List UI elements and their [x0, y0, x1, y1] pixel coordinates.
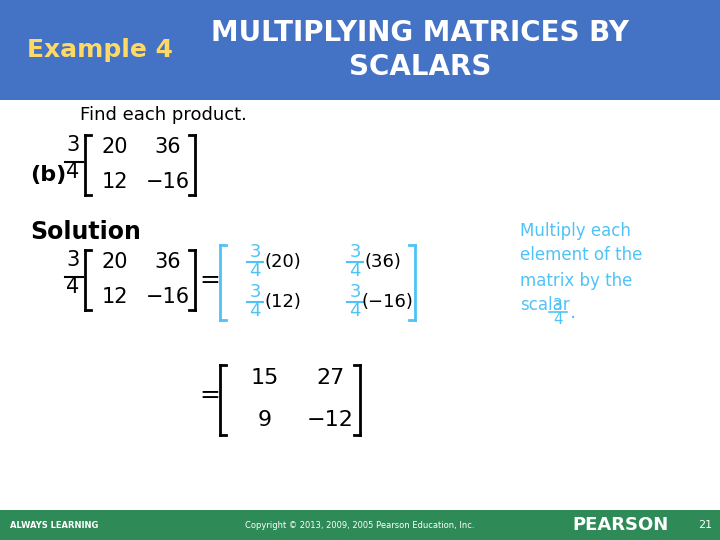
Text: 3: 3	[66, 135, 80, 155]
Text: −12: −12	[307, 410, 354, 430]
Text: (36): (36)	[364, 253, 402, 271]
Text: 3: 3	[349, 243, 361, 261]
Text: 4: 4	[249, 262, 261, 280]
Text: 21: 21	[698, 520, 712, 530]
Text: Find each product.: Find each product.	[80, 106, 247, 124]
Text: (b): (b)	[30, 165, 66, 185]
Text: 27: 27	[316, 368, 344, 388]
Text: 3: 3	[249, 283, 261, 301]
Text: 4: 4	[553, 312, 563, 327]
Text: 4: 4	[66, 277, 80, 297]
Text: 4: 4	[349, 262, 361, 280]
Text: 3: 3	[66, 250, 80, 270]
FancyBboxPatch shape	[0, 510, 720, 540]
Text: 3: 3	[349, 283, 361, 301]
Text: PEARSON: PEARSON	[572, 516, 668, 534]
Text: Example 4: Example 4	[27, 38, 173, 62]
Text: 12: 12	[102, 287, 128, 307]
Text: 3: 3	[553, 298, 563, 313]
Text: 3: 3	[249, 243, 261, 261]
Text: 4: 4	[249, 302, 261, 320]
Text: 20: 20	[102, 252, 128, 272]
Text: (12): (12)	[264, 293, 302, 311]
Text: −16: −16	[146, 287, 190, 307]
Text: Multiply each
element of the
matrix by the
scalar: Multiply each element of the matrix by t…	[520, 221, 642, 314]
Text: 15: 15	[251, 368, 279, 388]
Text: 36: 36	[155, 252, 181, 272]
Text: .: .	[570, 302, 576, 321]
Text: 4: 4	[349, 302, 361, 320]
Text: Copyright © 2013, 2009, 2005 Pearson Education, Inc.: Copyright © 2013, 2009, 2005 Pearson Edu…	[246, 521, 474, 530]
Text: 9: 9	[258, 410, 272, 430]
Text: ALWAYS LEARNING: ALWAYS LEARNING	[10, 521, 99, 530]
Text: 20: 20	[102, 137, 128, 157]
Text: MULTIPLYING MATRICES BY
SCALARS: MULTIPLYING MATRICES BY SCALARS	[211, 19, 629, 82]
Text: −16: −16	[146, 172, 190, 192]
FancyBboxPatch shape	[0, 0, 720, 100]
Text: =: =	[199, 383, 220, 407]
Text: =: =	[199, 268, 220, 292]
Text: 12: 12	[102, 172, 128, 192]
Text: (−16): (−16)	[361, 293, 413, 311]
Text: (20): (20)	[265, 253, 302, 271]
Text: 4: 4	[66, 162, 80, 182]
Text: 36: 36	[155, 137, 181, 157]
Text: Solution: Solution	[30, 220, 141, 244]
